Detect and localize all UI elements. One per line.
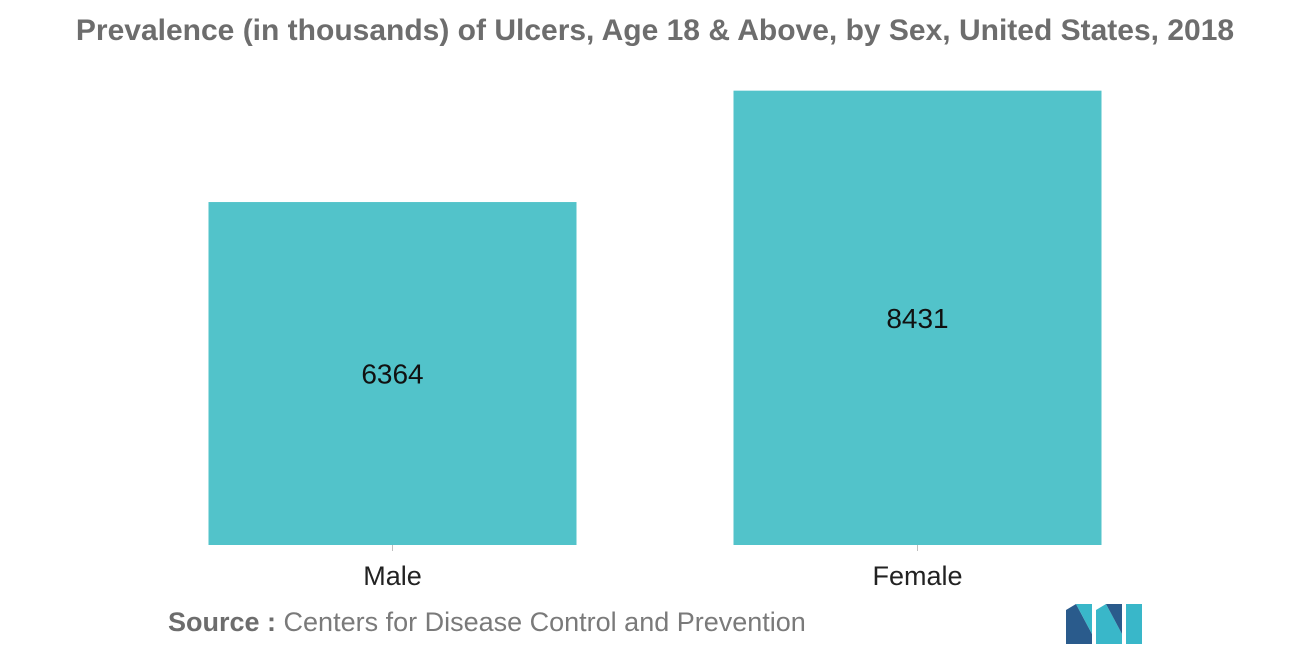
bar-male <box>208 202 577 545</box>
x-tick-label-female: Female <box>872 561 962 591</box>
data-label-male: 6364 <box>361 359 423 390</box>
source-line: Source : Centers for Disease Control and… <box>168 607 806 638</box>
source-text: Centers for Disease Control and Preventi… <box>283 607 806 637</box>
data-label-female: 8431 <box>886 303 948 334</box>
chart-title: Prevalence (in thousands) of Ulcers, Age… <box>75 14 1235 47</box>
brand-logo-icon <box>1066 604 1142 644</box>
source-label: Source : <box>168 607 277 637</box>
bar-female <box>733 90 1102 545</box>
x-tick-label-male: Male <box>363 561 422 591</box>
